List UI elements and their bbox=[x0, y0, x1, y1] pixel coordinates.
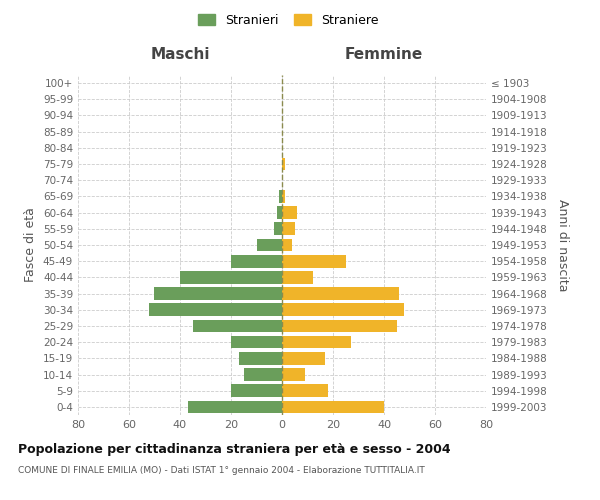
Bar bbox=[231, 255, 282, 268]
Bar bbox=[282, 206, 298, 219]
Bar bbox=[282, 271, 313, 283]
Y-axis label: Anni di nascita: Anni di nascita bbox=[556, 198, 569, 291]
Bar bbox=[257, 238, 282, 252]
Text: Popolazione per cittadinanza straniera per età e sesso - 2004: Popolazione per cittadinanza straniera p… bbox=[18, 442, 451, 456]
Bar bbox=[282, 304, 404, 316]
Bar bbox=[282, 368, 305, 381]
Bar bbox=[282, 222, 295, 235]
Bar bbox=[188, 400, 282, 413]
Bar bbox=[282, 255, 346, 268]
Bar bbox=[280, 190, 282, 202]
Text: Femmine: Femmine bbox=[345, 47, 423, 62]
Legend: Stranieri, Straniere: Stranieri, Straniere bbox=[193, 8, 383, 32]
Bar bbox=[180, 271, 282, 283]
Bar bbox=[282, 158, 284, 170]
Bar bbox=[282, 190, 284, 202]
Bar bbox=[231, 384, 282, 397]
Bar bbox=[274, 222, 282, 235]
Bar bbox=[282, 384, 328, 397]
Text: Maschi: Maschi bbox=[150, 47, 210, 62]
Y-axis label: Fasce di età: Fasce di età bbox=[25, 208, 37, 282]
Bar bbox=[193, 320, 282, 332]
Bar bbox=[155, 288, 282, 300]
Text: COMUNE DI FINALE EMILIA (MO) - Dati ISTAT 1° gennaio 2004 - Elaborazione TUTTITA: COMUNE DI FINALE EMILIA (MO) - Dati ISTA… bbox=[18, 466, 425, 475]
Bar bbox=[277, 206, 282, 219]
Bar bbox=[282, 400, 384, 413]
Bar bbox=[282, 336, 351, 348]
Bar bbox=[282, 352, 325, 364]
Bar bbox=[231, 336, 282, 348]
Bar bbox=[282, 288, 400, 300]
Bar bbox=[244, 368, 282, 381]
Bar bbox=[282, 320, 397, 332]
Bar bbox=[149, 304, 282, 316]
Bar bbox=[282, 238, 292, 252]
Bar bbox=[239, 352, 282, 364]
